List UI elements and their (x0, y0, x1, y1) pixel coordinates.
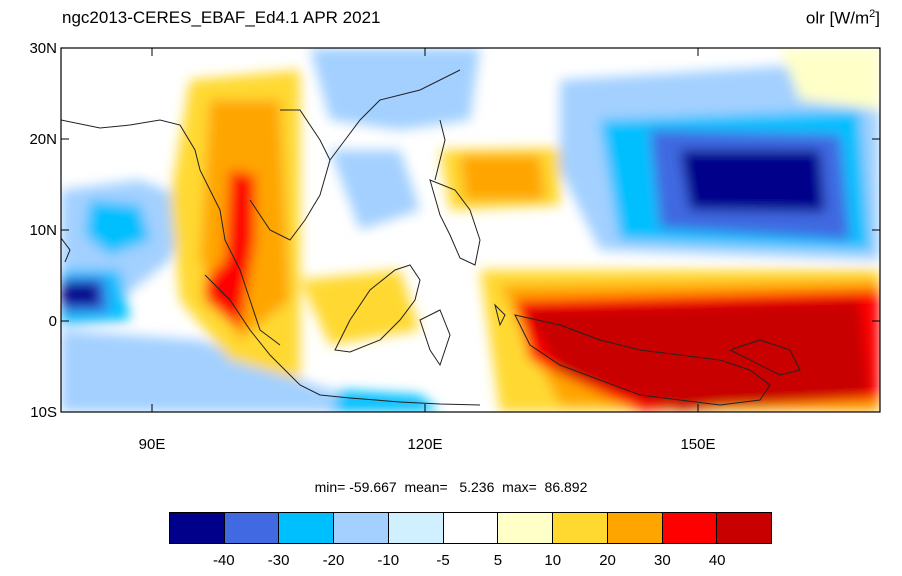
colorbar-segment (224, 513, 280, 543)
colorbar-label: 20 (599, 552, 616, 569)
axis-ticks: 30N 20N 10N 0 10S 90E 120E 150E (29, 40, 880, 453)
lat-tick-label: 10N (29, 222, 57, 239)
colorbar-label: 40 (708, 552, 726, 569)
colorbar (169, 512, 772, 544)
lon-tick-label: 150E (680, 436, 715, 453)
lat-tick-label: 20N (29, 131, 57, 148)
colorbar-segment (498, 513, 554, 543)
colorbar-label: -40 (212, 552, 235, 569)
colorbar-label: -10 (377, 552, 400, 569)
lat-tick-label: 0 (49, 313, 57, 330)
colorbar-segment (170, 513, 225, 543)
field-statistics: min= -59.667 mean= 5.236 max= 86.892 (314, 479, 588, 495)
colorbar-segment (607, 513, 663, 543)
olr-anomaly-map: 30N 20N 10N 0 10S 90E 120E 150E (29, 40, 881, 453)
coastlines (61, 69, 801, 406)
colorbar-labels: -40 -30 -20 -10 -5 5 10 20 30 40 (169, 552, 772, 572)
colorbar-label: 10 (544, 552, 562, 569)
colorbar-segment (443, 513, 499, 543)
lat-tick-label: 30N (29, 40, 57, 57)
colorbar-segment (279, 513, 335, 543)
colorbar-segment (717, 513, 772, 543)
lat-tick-label: 10S (30, 404, 57, 421)
colorbar-segment (388, 513, 444, 543)
colorbar-segment (553, 513, 608, 543)
colorbar-label: 30 (654, 552, 671, 569)
lon-tick-label: 90E (139, 436, 166, 453)
lon-tick-label: 120E (407, 436, 442, 453)
colorbar-segment (662, 513, 718, 543)
colorbar-label: -30 (267, 552, 290, 569)
plot-title: ngc2013-CERES_EBAF_Ed4.1 APR 2021 (62, 8, 381, 27)
olr-field (61, 48, 880, 412)
variable-label: olr [W/m2] (805, 8, 880, 28)
colorbar-label: 5 (493, 552, 503, 569)
colorbar-segment (334, 513, 389, 543)
colorbar-label: -20 (322, 552, 345, 569)
colorbar-label: -5 (436, 552, 450, 569)
